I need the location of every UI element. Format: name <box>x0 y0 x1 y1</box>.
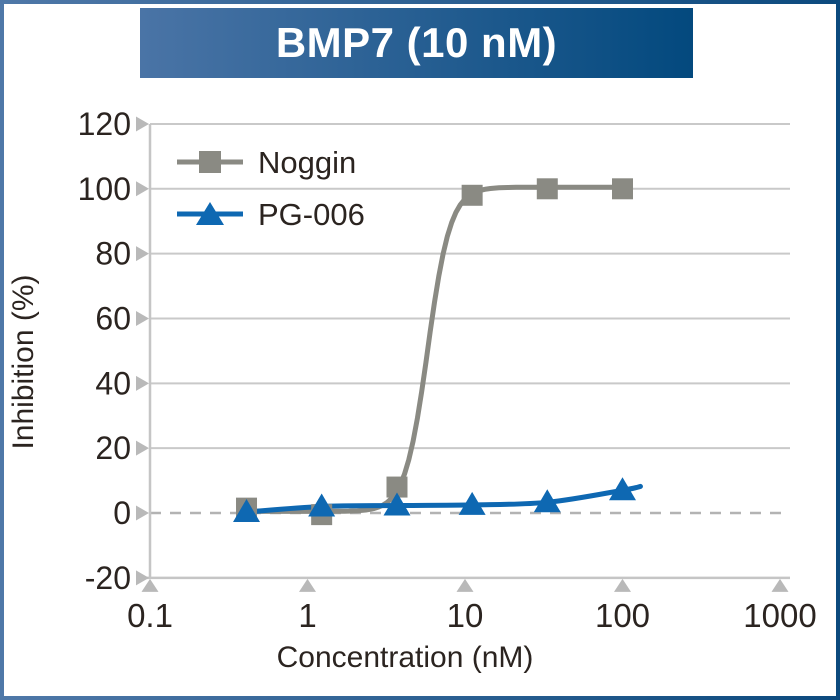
y-tick-arrow-icon <box>136 505 149 521</box>
tick-labels: -20 0 20 40 60 80 100 120 0.1 1 10 100 1000 <box>78 106 817 634</box>
pg-006-marker <box>308 493 336 517</box>
pg-006-marker <box>533 489 561 513</box>
y-tick-label: 80 <box>95 236 131 272</box>
x-axis-title: Concentration (nM) <box>277 641 534 674</box>
title-banner: BMP7 (10 nM) <box>140 8 693 78</box>
legend-item-pg006: PG-006 <box>176 188 365 240</box>
y-tick-arrow-icon <box>136 116 149 132</box>
x-tick-label: 0.1 <box>127 597 173 634</box>
pg-006-marker <box>458 491 486 515</box>
data-series <box>233 178 643 526</box>
x-tick-arrow-icon <box>771 578 789 592</box>
chart-title: BMP7 (10 nM) <box>275 19 558 66</box>
pg-006-marker <box>233 499 261 523</box>
pg006-line-triangle-icon <box>177 202 243 225</box>
y-tick-label: 20 <box>95 430 131 466</box>
y-axis-title: Inhibition (%) <box>7 274 40 449</box>
y-tick-label: 60 <box>95 300 131 336</box>
y-tick-label: 0 <box>113 495 131 531</box>
tick-arrows <box>136 116 789 592</box>
pg-006-marker <box>383 492 411 516</box>
x-tick-label: 1 <box>298 597 316 634</box>
y-tick-label: 120 <box>78 106 131 142</box>
noggin-line-square-icon <box>177 151 243 173</box>
legend-label-pg006: PG-006 <box>258 196 365 232</box>
y-tick-arrow-icon <box>136 310 149 326</box>
noggin-curve <box>238 184 631 514</box>
legend-item-noggin: Noggin <box>176 136 365 188</box>
noggin-marker <box>461 184 483 206</box>
legend-label-noggin: Noggin <box>258 144 357 180</box>
noggin-marker <box>536 178 558 200</box>
x-tick-arrow-icon <box>614 578 631 592</box>
x-tick-arrow-icon <box>141 578 159 592</box>
pg-006-curve <box>244 483 643 515</box>
noggin-marker <box>612 178 633 200</box>
x-tick-label: 100 <box>595 597 650 634</box>
axes <box>146 123 790 580</box>
y-tick-arrow-icon <box>136 570 149 586</box>
legend: Noggin PG-006 <box>176 136 365 240</box>
x-tick-arrow-icon <box>299 578 316 592</box>
y-tick-label: 40 <box>95 365 131 401</box>
y-tick-arrow-icon <box>136 440 149 456</box>
y-tick-label: -20 <box>85 560 131 596</box>
y-tick-arrow-icon <box>136 246 149 262</box>
pg-006-marker <box>609 477 636 501</box>
x-tick-label: 1000 <box>743 597 816 634</box>
y-tick-label: 100 <box>78 171 131 207</box>
x-tick-label: 10 <box>447 597 484 634</box>
y-tick-arrow-icon <box>136 181 149 197</box>
x-tick-arrow-icon <box>456 578 474 592</box>
noggin-marker <box>386 476 408 498</box>
y-tick-arrow-icon <box>136 375 149 391</box>
